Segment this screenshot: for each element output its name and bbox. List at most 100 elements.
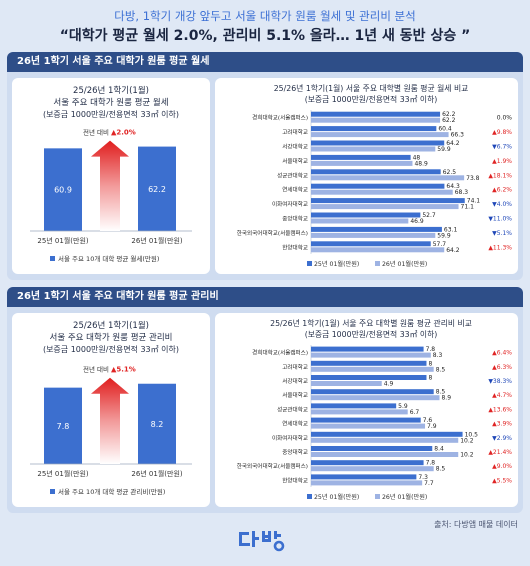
detail1-legend-swatch-0 — [307, 261, 312, 266]
detail3-value-s0-4: 5.9 — [398, 403, 408, 410]
detail1-change-8: ▼5.1% — [492, 230, 512, 237]
summary2-bar-label-0: 7.8 — [57, 422, 70, 431]
detail1-category-4: 성균관대학교 — [277, 171, 308, 179]
detail1-bar-s0-3 — [311, 154, 411, 160]
detail3-value-s1-1: 8.5 — [436, 366, 446, 373]
summary2-up-arrow — [91, 377, 129, 464]
detail1-change-5: ▲6.2% — [492, 187, 512, 194]
detail1-value-s1-7: 46.9 — [410, 218, 424, 225]
detail3-bar-s1-8 — [311, 466, 434, 472]
detail1-bar-s0-4 — [311, 169, 441, 175]
summary2-legend-swatch — [50, 489, 55, 494]
rent-by-university-chart: 25/26년 1학기(1월) 서울 주요 대학별 원룸 평균 월세 비교(보증금… — [237, 83, 513, 268]
detail1-bar-s0-6 — [311, 198, 465, 204]
detail1-category-6: 이화여자대학교 — [272, 200, 308, 208]
detail1-value-s1-1: 66.3 — [451, 132, 465, 139]
detail1-change-6: ▼4.0% — [492, 201, 512, 208]
detail3-value-s0-8: 7.8 — [426, 460, 436, 467]
detail1-change-3: ▲1.9% — [492, 158, 512, 165]
detail1-value-s1-5: 68.3 — [455, 189, 469, 196]
page-subtitle: 다방, 1학기 개강 앞두고 서울 대학가 원룸 월세 및 관리비 분석 — [114, 9, 416, 23]
detail3-legend-swatch-0 — [307, 494, 312, 499]
detail1-bar-s0-7 — [311, 212, 421, 218]
fee-average-panel: 25/26년 1학기(1월) 서울 주요 대학가 원룸 평균 관리비 (보증금 10… — [12, 313, 210, 507]
detail3-value-s0-3: 8.5 — [436, 389, 446, 396]
detail1-value-s0-2: 64.2 — [446, 140, 460, 147]
detail3-bar-s1-6 — [311, 437, 459, 443]
detail3-category-2: 서강대학교 — [282, 377, 308, 385]
summary0-change-label: ▲2.0% — [111, 129, 136, 137]
detail3-change-0: ▲6.4% — [492, 350, 512, 357]
detail1-title: 25/26년 1학기(1월) 서울 주요 대학별 원룸 평균 월세 비교 — [274, 83, 469, 93]
detail3-category-5: 연세대학교 — [282, 420, 308, 428]
detail1-bar-s1-0 — [311, 117, 441, 123]
detail3-change-8: ▲9.0% — [492, 463, 512, 470]
detail3-value-s1-3: 8.9 — [441, 395, 451, 402]
detail3-bar-s1-3 — [311, 395, 440, 401]
detail1-value-s1-9: 64.2 — [446, 247, 460, 254]
detail1-change-9: ▲11.3% — [488, 244, 512, 251]
detail1-change-2: ▼6.7% — [492, 144, 512, 151]
detail1-legend-swatch-1 — [375, 261, 380, 266]
summary0-legend-swatch — [50, 256, 55, 261]
detail1-bar-s1-9 — [311, 247, 445, 253]
detail3-title2: (보증금 1000만원/전용면적 33㎡ 이하) — [305, 329, 438, 339]
summary2-title3: (보증금 1000만원/전용면적 33㎡ 이하) — [43, 344, 179, 354]
detail3-value-s0-5: 7.6 — [423, 417, 433, 424]
detail3-value-s1-2: 4.9 — [384, 381, 394, 388]
detail3-bar-s1-5 — [311, 423, 426, 429]
detail3-bar-s0-6 — [311, 431, 463, 437]
detail3-legend-swatch-1 — [375, 494, 380, 499]
detail3-change-5: ▲3.9% — [492, 421, 512, 428]
detail3-change-7: ▲21.4% — [488, 449, 512, 456]
detail3-category-7: 중앙대학교 — [282, 448, 308, 456]
detail3-category-6: 이화여자대학교 — [272, 434, 308, 442]
detail1-bar-s1-5 — [311, 189, 453, 195]
summary0-bar-1 — [138, 146, 176, 231]
summary2-bar-label-1: 8.2 — [151, 420, 164, 429]
detail3-bar-s1-9 — [311, 480, 423, 486]
detail1-value-s0-3: 48 — [413, 154, 421, 161]
detail1-category-9: 한양대학교 — [282, 243, 308, 251]
detail3-bar-s0-5 — [311, 417, 421, 423]
fee-average-chart: 25/26년 1학기(1월)서울 주요 대학가 원룸 평균 관리비(보증금 10… — [30, 320, 192, 496]
rent-average-panel: 25/26년 1학기(1월) 서울 주요 대학가 원룸 평균 월세 (보증금 100… — [12, 78, 210, 274]
rent-section: 26년 1학기 서울 주요 대학가 원룸 평균 월세 25/26년 1학기(1월… — [7, 52, 523, 280]
summary2-change-prefix: 전년 대비 — [83, 365, 109, 374]
detail1-value-s1-0: 62.2 — [442, 117, 456, 124]
detail1-value-s1-3: 48.9 — [414, 160, 428, 167]
summary2-bar-1 — [138, 383, 176, 464]
detail3-bar-s0-3 — [311, 389, 434, 395]
detail1-change-1: ▲9.8% — [492, 129, 512, 136]
fee-by-university-chart: 25/26년 1학기(1월) 서울 주요 대학별 원룸 평균 관리비 비교(보증… — [237, 318, 513, 501]
detail1-value-s0-5: 64.3 — [446, 183, 460, 190]
detail3-change-2: ▼38.3% — [488, 378, 512, 385]
detail3-category-3: 서울대학교 — [282, 391, 308, 399]
detail1-category-7: 중앙대학교 — [282, 215, 308, 223]
detail3-title: 25/26년 1학기(1월) 서울 주요 대학별 원룸 평균 관리비 비교 — [270, 318, 472, 328]
detail1-change-7: ▼11.0% — [488, 216, 512, 223]
detail3-value-s1-4: 6.7 — [410, 409, 420, 416]
summary0-title: 25/26년 1학기(1월) — [73, 85, 149, 96]
rent-by-university-panel: 25/26년 1학기(1월) 서울 주요 대학별 원룸 평균 월세 비교 (보증금… — [215, 78, 518, 274]
detail1-value-s1-4: 73.8 — [466, 175, 480, 182]
detail3-change-4: ▲13.6% — [488, 406, 512, 413]
detail1-bar-s0-5 — [311, 183, 445, 189]
detail1-bar-s0-2 — [311, 140, 445, 146]
detail1-bar-s0-0 — [311, 111, 441, 117]
summary0-legend-label: 서울 주요 10개 대학 평균 월세(만원) — [58, 254, 159, 263]
detail1-category-2: 서강대학교 — [282, 143, 308, 151]
detail1-value-s0-0: 62.2 — [442, 111, 456, 118]
detail3-bar-s0-7 — [311, 446, 433, 451]
summary2-title2: 서울 주요 대학가 원룸 평균 관리비 — [50, 332, 173, 343]
detail1-change-4: ▲18.1% — [488, 172, 512, 179]
detail1-bar-s0-1 — [311, 126, 437, 132]
detail1-bar-s1-7 — [311, 218, 409, 224]
detail3-change-6: ▼2.9% — [492, 435, 512, 442]
detail1-bar-s1-8 — [311, 232, 436, 238]
summary2-legend-label: 서울 주요 10개 대학 평균 관리비(만원) — [58, 487, 165, 496]
detail3-bar-s0-9 — [311, 474, 417, 480]
detail3-bar-s1-1 — [311, 366, 434, 372]
detail1-legend-label-1: 26년 01월(만원) — [382, 260, 427, 268]
summary0-bar-label-1: 62.2 — [148, 185, 166, 194]
